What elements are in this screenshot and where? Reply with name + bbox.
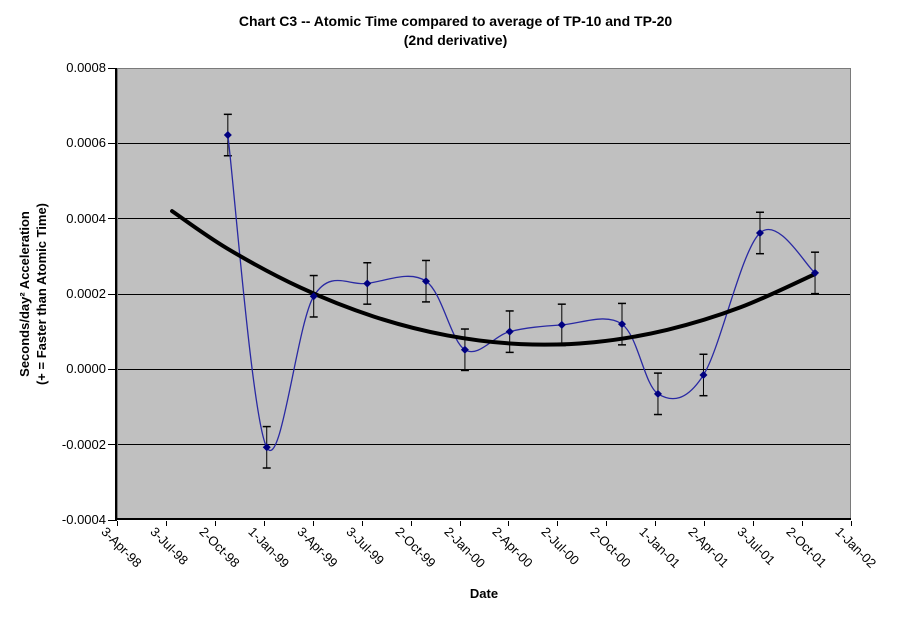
x-tick-label: 3-Jul-99 [343,524,387,568]
x-axis-tick [165,521,167,526]
x-tick-label: 3-Apr-99 [294,524,341,571]
y-tick-label: -0.0002 [61,436,106,452]
y-axis-title-line1: Seconds/day² Acceleration [17,211,32,377]
x-tick-label: 2-Oct-98 [196,524,243,571]
x-axis-tick [361,521,363,526]
chart-title-line1: Chart C3 -- Atomic Time compared to aver… [238,13,673,29]
x-axis-tick [117,521,118,526]
y-gridline [118,142,850,144]
x-axis-tick [851,521,852,526]
y-tick-label: -0.0004 [61,512,106,527]
x-axis-tick [410,521,412,526]
x-axis-tick [214,521,216,526]
x-tick-label: 2-Oct-01 [783,524,830,571]
y-tick-label: 0.0002 [66,286,106,301]
y-gridline [118,444,850,446]
x-tick-label: 3-Apr-98 [98,524,145,571]
y-axis-tick [108,519,117,521]
x-axis-tick [802,521,804,526]
y-axis-tick [108,368,117,370]
x-axis-tick [508,521,510,526]
x-axis-tick [263,521,265,526]
x-tick-label: 2-Jan-00 [440,524,488,571]
x-axis-tick [312,521,314,526]
y-axis-title: Seconds/day² Acceleration (+ = Faster th… [16,164,50,424]
y-gridline [118,368,850,370]
x-tick-label: 2-Oct-99 [391,524,439,571]
chart-title: Chart C3 -- Atomic Time compared to aver… [0,12,911,50]
y-axis-title-line2: (+ = Faster than Atomic Time) [34,202,49,386]
y-axis-tick [108,142,117,144]
x-tick-label: 2-Apr-01 [685,524,732,571]
x-tick-label: 2-Jul-00 [538,524,583,568]
y-gridline [118,218,850,220]
x-axis-tick [557,521,559,526]
x-axis-tick [704,521,706,526]
x-axis-title: Date [469,586,499,601]
x-axis-tick [655,521,657,526]
x-axis-tick [459,521,461,526]
x-axis-line [115,518,851,520]
chart-title-line2: (2nd derivative) [403,32,508,48]
x-axis-tick [606,521,608,526]
y-axis-tick [108,444,117,446]
y-axis-line [115,68,117,521]
x-tick-label: 3-Jul-01 [734,524,779,568]
x-tick-label: 2-Oct-00 [587,524,635,571]
x-tick-label: 1-Jan-02 [832,524,880,571]
x-axis-tick [753,521,755,526]
y-tick-label: 0.0008 [66,60,106,75]
x-tick-label: 3-Jul-98 [147,524,192,568]
x-tick-label: 2-Apr-00 [489,524,537,571]
y-tick-label: 0.0000 [66,361,106,377]
y-axis-tick [108,218,117,220]
y-axis-tick [108,293,117,295]
x-tick-label: 1-Jan-01 [636,524,684,571]
y-axis-tick [108,67,117,69]
x-tick-label: 1-Jan-99 [245,524,293,571]
y-tick-label: 0.0006 [66,135,106,151]
y-gridline [118,293,850,295]
y-tick-label: 0.0004 [66,210,106,226]
